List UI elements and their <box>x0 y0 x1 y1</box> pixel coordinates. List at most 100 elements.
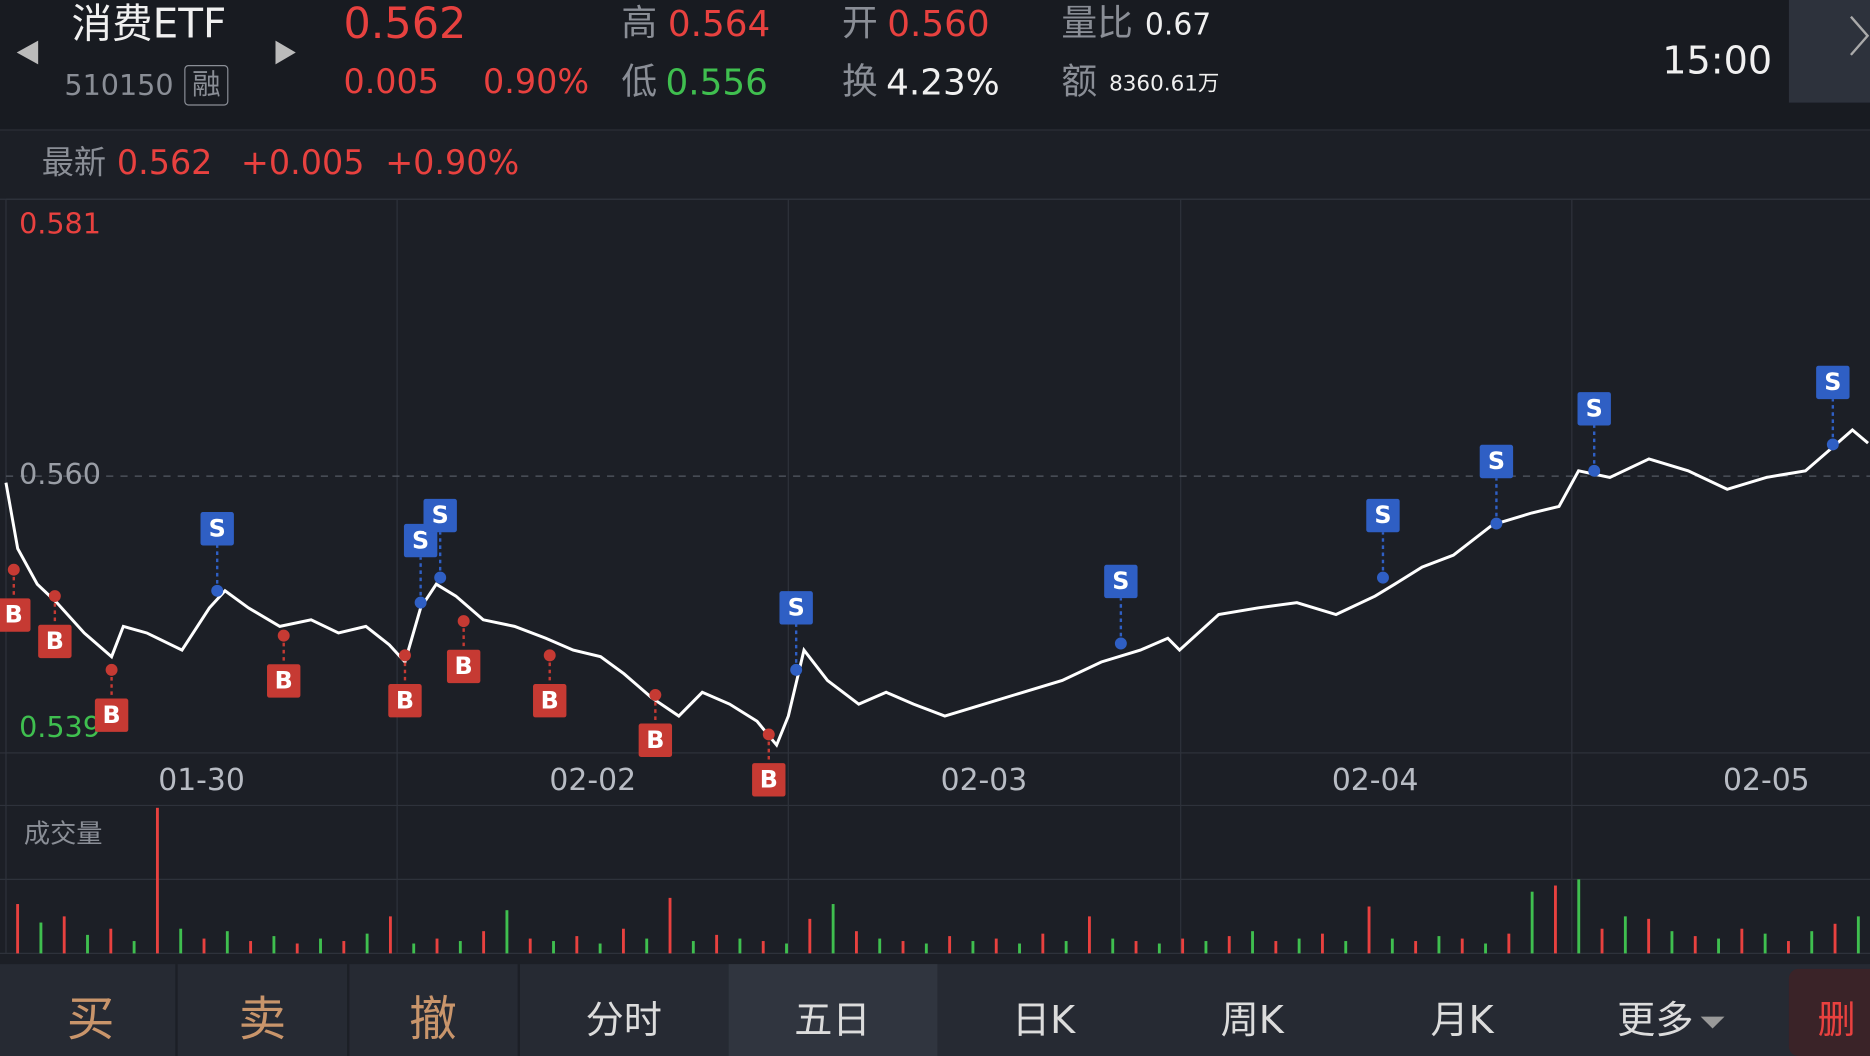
volume-bar <box>528 938 532 954</box>
tab[interactable]: 五日 <box>794 999 870 1043</box>
tab[interactable]: 更多 <box>1617 999 1693 1043</box>
y-tick-label: 0.581 <box>19 207 101 241</box>
tag: 融 <box>192 67 221 101</box>
latest-price: 0.562 <box>117 143 213 182</box>
trade-badge <box>638 723 673 757</box>
trade-badge <box>533 684 567 718</box>
tab[interactable]: 分时 <box>586 999 662 1043</box>
y-tick-label: 0.560 <box>19 457 101 491</box>
latest-label: 最新 <box>42 144 106 182</box>
tag-box <box>184 65 229 106</box>
volume-bar <box>365 933 369 954</box>
value: 0.560 <box>887 4 989 45</box>
volume-bar <box>575 936 579 954</box>
volume-bar <box>482 931 486 954</box>
trade-dot <box>105 663 118 676</box>
trade-dot <box>399 649 411 662</box>
trade-label: S <box>1586 394 1603 422</box>
trade-label: B <box>5 601 23 629</box>
volume-title: 成交量 <box>24 820 103 850</box>
trade-badge <box>779 591 813 625</box>
tab[interactable]: 撤 <box>409 993 457 1048</box>
trade-badge <box>1816 365 1850 400</box>
trade-badge <box>752 763 786 797</box>
volume-bar <box>1227 936 1231 954</box>
volume-bar <box>1344 941 1348 954</box>
volume-bar <box>761 941 765 954</box>
volume-bar <box>1530 891 1534 954</box>
volume-bar <box>179 928 183 954</box>
volume-bar <box>155 807 159 954</box>
volume-bar <box>1763 933 1767 954</box>
header-bg <box>0 0 1870 129</box>
volume-bar <box>249 941 253 954</box>
trade-label: S <box>412 526 429 554</box>
delete-button[interactable] <box>1788 968 1870 1056</box>
volume-bar <box>715 934 719 954</box>
volume-bar <box>62 916 66 954</box>
trade-label: S <box>1488 447 1505 475</box>
volume-bar <box>785 943 788 954</box>
change: 0.005 <box>343 62 439 101</box>
trade-badge <box>38 624 72 659</box>
volume-bar <box>598 943 602 954</box>
trade-label: B <box>46 627 64 655</box>
fund-name: 消费ETF <box>72 0 227 47</box>
volume-bar <box>1134 941 1138 954</box>
time: 15:00 <box>1662 40 1772 84</box>
x-tick-label: 02-04 <box>1332 763 1419 798</box>
volume-bar <box>1810 931 1814 954</box>
volume-bar <box>1623 916 1627 954</box>
trade-label: S <box>1824 368 1841 396</box>
volume-bar <box>1204 941 1208 954</box>
volume-bar <box>1088 916 1091 954</box>
volume-bar <box>1064 941 1068 954</box>
volume-bar <box>1321 933 1324 954</box>
trade-label: B <box>396 686 414 714</box>
tab[interactable]: 月K <box>1431 999 1495 1043</box>
volume-bar <box>272 936 276 954</box>
volume-bar <box>645 938 649 954</box>
trade-badge <box>1104 564 1138 599</box>
x-tick-label: 02-05 <box>1723 763 1810 798</box>
tab[interactable]: 买 <box>67 993 115 1048</box>
trade-badge <box>0 598 31 632</box>
volume-bar <box>202 938 206 954</box>
tab[interactable]: 日K <box>1012 999 1076 1043</box>
trade-label: S <box>1374 501 1391 529</box>
trade-dot <box>434 571 447 584</box>
next-arrow[interactable] <box>275 40 296 65</box>
tab[interactable]: 卖 <box>239 993 287 1048</box>
tab[interactable]: 周K <box>1221 999 1285 1043</box>
prev-arrow[interactable] <box>16 40 39 65</box>
volume-bar <box>295 943 299 954</box>
value: 0.67 <box>1145 8 1211 43</box>
volume-bar <box>319 938 322 954</box>
volume-bar <box>388 916 392 954</box>
volume-bar <box>1717 938 1720 954</box>
trade-dot <box>1490 517 1503 530</box>
trade-label: S <box>432 501 449 529</box>
volume-bar <box>621 928 625 954</box>
trade-dot <box>649 688 662 701</box>
trade-label: B <box>646 726 664 754</box>
y-tick-label: 0.539 <box>19 710 101 744</box>
trade-dot <box>211 584 224 597</box>
label: 高 <box>621 3 657 44</box>
trade-badge <box>1479 444 1514 479</box>
value: 8360.61万 <box>1109 72 1219 97</box>
volume-bar <box>1460 938 1464 954</box>
volume-bar <box>1507 933 1511 954</box>
trade-badge <box>446 649 481 684</box>
trade-dot <box>7 563 20 576</box>
tab[interactable]: 删 <box>1818 999 1856 1043</box>
volume-bar <box>1274 941 1278 954</box>
volume-bar <box>1600 928 1604 954</box>
close-button[interactable] <box>1788 0 1870 103</box>
trade-label: B <box>760 765 778 793</box>
volume-bar <box>738 938 742 954</box>
trade-badge <box>1366 498 1400 533</box>
label: 换 <box>842 62 878 103</box>
trade-label: B <box>275 667 293 695</box>
volume-bar <box>691 941 695 954</box>
